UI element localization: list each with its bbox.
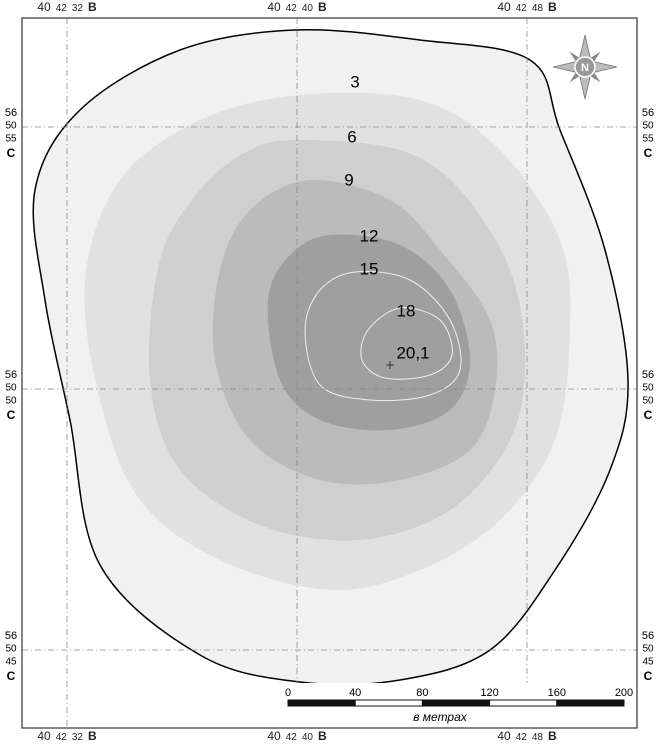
longitude-part: 32 [72, 732, 84, 743]
longitude-part: B [88, 729, 97, 743]
longitude-part: 42 [56, 732, 68, 743]
longitude-label: 40 42 32 B [37, 0, 97, 14]
longitude-part: B [548, 729, 557, 743]
scale-segment [556, 699, 625, 707]
longitude-label: 40 42 48 B [497, 729, 557, 743]
latitude-part: 56 [5, 369, 17, 381]
latitude-part: C [644, 408, 653, 422]
latitude-part: 55 [5, 134, 17, 145]
latitude-part: C [644, 669, 653, 683]
latitude-part: 50 [5, 383, 17, 394]
contour [360, 307, 453, 380]
scale-segment [421, 699, 491, 707]
latitude-part: 55 [642, 134, 654, 145]
latitude-part: 50 [5, 121, 17, 132]
longitude-part: 42 [516, 3, 528, 14]
longitude-part: 32 [72, 3, 84, 14]
contour-label: 3 [350, 72, 359, 91]
longitude-part: B [318, 0, 327, 14]
longitude-part: 42 [516, 732, 528, 743]
longitude-part: B [548, 0, 557, 14]
scale-tick-label: 0 [285, 687, 291, 699]
longitude-part: 48 [532, 732, 544, 743]
longitude-part: 40 [302, 732, 314, 743]
latitude-part: 56 [5, 107, 17, 119]
latitude-part: 45 [642, 657, 654, 668]
scale-tick-label: 200 [615, 687, 633, 699]
scale-segment [354, 699, 423, 707]
latitude-part: 45 [5, 657, 17, 668]
longitude-part: 40 [37, 729, 51, 743]
latitude-part: C [7, 669, 16, 683]
scale-tick-label: 80 [416, 687, 428, 699]
map-frame [21, 17, 638, 729]
contour [267, 234, 470, 431]
compass-label: N [581, 62, 589, 74]
max-point-label: 20,1 [396, 343, 429, 362]
longitude-part: 40 [267, 729, 281, 743]
longitude-part: B [88, 0, 97, 14]
longitude-label: 40 42 40 B [267, 0, 327, 14]
latitude-part: 56 [642, 630, 654, 642]
contour-label: 15 [360, 259, 379, 278]
longitude-part: 40 [302, 3, 314, 14]
scale-tick-label: 120 [480, 687, 498, 699]
max-point-marker [386, 361, 394, 369]
scale-tick-label: 160 [548, 687, 566, 699]
latitude-part: 50 [642, 396, 654, 407]
scale-unit: в метрах [413, 710, 468, 724]
longitude-label: 40 42 40 B [267, 729, 327, 743]
longitude-part: 42 [56, 3, 68, 14]
compass-center [574, 56, 596, 78]
scale-segment [489, 699, 558, 707]
latitude-part: 50 [642, 644, 654, 655]
contour-label: 6 [347, 127, 356, 146]
longitude-label: 40 42 32 B [37, 729, 97, 743]
longitude-part: 40 [497, 0, 511, 14]
latitude-part: 56 [642, 369, 654, 381]
latitude-part: 50 [5, 644, 17, 655]
longitude-part: 40 [37, 0, 51, 14]
scale-tick-label: 40 [349, 687, 361, 699]
longitude-label: 40 42 48 B [497, 0, 557, 14]
longitude-part: B [318, 729, 327, 743]
labels: 3 6 9 12 15 18 20,1 40 42 32 B 40 42 40 B 40 42 48 B 40 42 32… [5, 0, 654, 743]
latitude-part: 56 [642, 107, 654, 119]
latitude-part: C [7, 408, 16, 422]
longitude-part: 40 [497, 729, 511, 743]
longitude-part: 42 [286, 3, 298, 14]
longitude-part: 48 [532, 3, 544, 14]
scale-bar: 0 40 80 120 160 200 в метрах [272, 683, 636, 727]
latitude-part: C [644, 146, 653, 160]
contour-label: 9 [344, 170, 353, 189]
contour-layer [32, 29, 629, 686]
latitude-part: 50 [642, 121, 654, 132]
contour-label: 12 [360, 226, 379, 245]
scale-segment [287, 699, 356, 707]
latitude-part: C [7, 146, 16, 160]
latitude-part: 50 [5, 396, 17, 407]
contour-label: 18 [397, 301, 416, 320]
grid [22, 18, 637, 728]
latitude-part: 56 [5, 630, 17, 642]
longitude-part: 42 [286, 732, 298, 743]
compass: N [552, 34, 618, 100]
contour [304, 270, 462, 402]
latitude-part: 50 [642, 383, 654, 394]
longitude-part: 40 [267, 0, 281, 14]
